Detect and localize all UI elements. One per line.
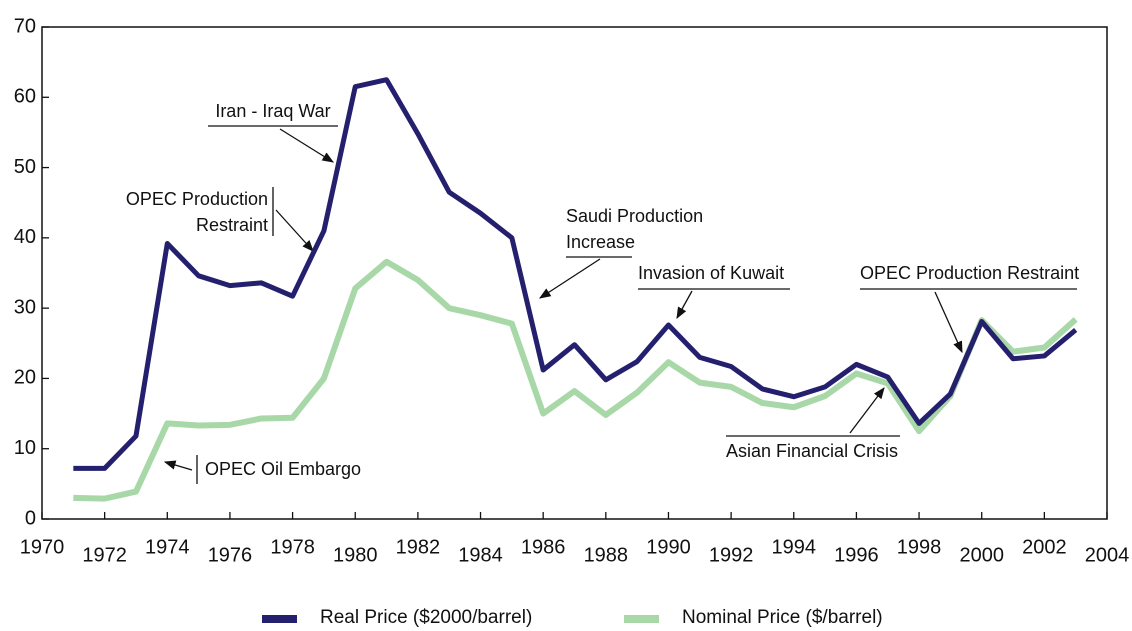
x-tick-label: 2002 — [1022, 536, 1067, 558]
x-tick-label: 1976 — [208, 544, 253, 566]
series-line — [73, 77, 1078, 471]
annotation: OPEC Production Restraint — [860, 263, 1079, 283]
annotation: OPEC Oil Embargo — [205, 459, 361, 479]
annotation-leaders — [163, 125, 1077, 484]
y-tick-label: 30 — [14, 296, 36, 318]
plot-frame — [41, 26, 1108, 520]
x-tick-label: 2000 — [959, 544, 1004, 566]
x-tick-label: 1996 — [834, 544, 879, 566]
annotation: Restraint — [196, 215, 268, 235]
legend-label: Nominal Price ($/barrel) — [682, 607, 883, 628]
x-tick-label: 1988 — [584, 544, 629, 566]
x-tick-label: 1992 — [709, 544, 754, 566]
y-tick-label: 50 — [14, 156, 36, 178]
annotation: Saudi Production — [566, 206, 703, 226]
annotation: Iran - Iraq War — [215, 101, 330, 121]
x-tick-label: 1972 — [82, 544, 127, 566]
x-tick-label: 1978 — [270, 536, 315, 558]
annotation: OPEC Production — [126, 189, 268, 209]
legend-label: Real Price ($2000/barrel) — [320, 607, 532, 628]
x-tick-label: 1990 — [646, 536, 691, 558]
y-tick-label: 20 — [14, 367, 36, 389]
x-tick-label: 1980 — [333, 544, 378, 566]
y-tick-label: 10 — [14, 437, 36, 459]
x-tick-label: 1970 — [20, 536, 65, 558]
y-tick-label: 0 — [25, 507, 36, 529]
x-tick-label: 1982 — [396, 536, 441, 558]
x-tick-label: 2004 — [1085, 544, 1130, 566]
y-tick-label: 40 — [14, 226, 36, 248]
annotation: Increase — [566, 232, 635, 252]
annotation: Asian Financial Crisis — [726, 441, 898, 461]
x-tick-label: 1974 — [145, 536, 190, 558]
x-tick-label: 1984 — [458, 544, 503, 566]
x-tick-label: 1998 — [897, 536, 942, 558]
series-line — [73, 258, 1078, 502]
x-tick-label: 1994 — [772, 536, 817, 558]
annotation: Invasion of Kuwait — [638, 263, 784, 283]
x-tick-label: 1986 — [521, 536, 566, 558]
y-tick-label: 70 — [14, 15, 36, 37]
y-tick-label: 60 — [14, 86, 36, 108]
